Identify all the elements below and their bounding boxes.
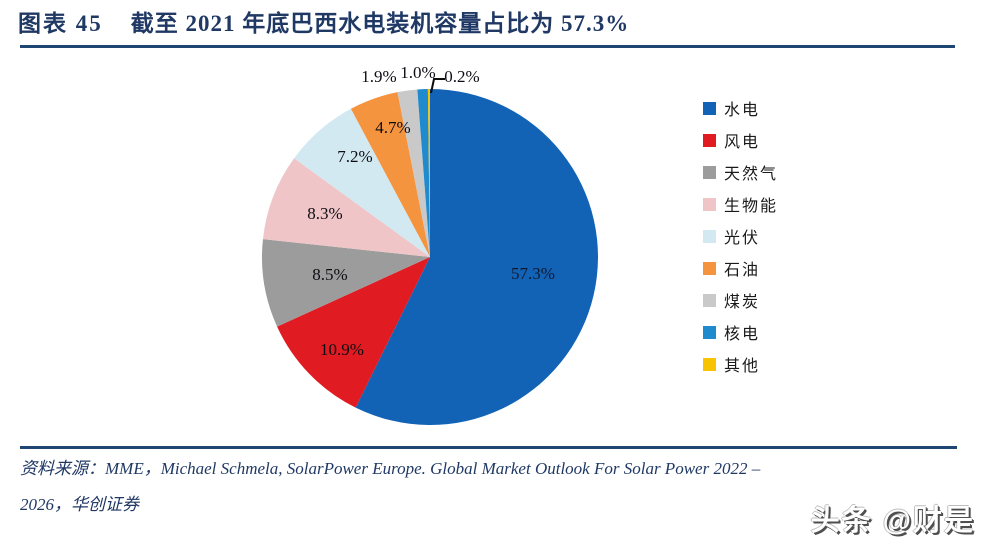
figure-label: 图表 45 (18, 11, 103, 36)
legend-swatch-icon (703, 325, 716, 339)
legend-label: 其他 (724, 358, 761, 375)
source-line-1: 资料来源：MME，Michael Schmela, SolarPower Eur… (20, 459, 761, 478)
legend-item-0: 水电 (703, 92, 778, 124)
legend-label: 煤炭 (724, 294, 761, 311)
legend-label: 生物能 (724, 198, 779, 215)
pie-label-0: 57.3% (511, 264, 555, 283)
pie-label-1: 10.9% (320, 340, 364, 359)
pie-label-2: 8.5% (312, 265, 347, 284)
legend-label: 光伏 (724, 230, 761, 247)
legend-swatch-icon (703, 197, 716, 211)
watermark: 头条 @财是 (810, 505, 975, 537)
pie-label-4: 7.2% (337, 147, 372, 166)
legend-label: 石油 (724, 262, 761, 279)
legend-swatch-icon (703, 229, 716, 243)
legend-item-8: 其他 (703, 348, 778, 380)
label-leader-line (430, 78, 445, 94)
legend-label: 核电 (724, 326, 761, 343)
pie-chart: 57.3% 10.9% 8.5% 8.3% 7.2%4.7% 1.9% 1.0% 0.2% (262, 63, 598, 425)
pie-slice-1 (277, 257, 430, 408)
legend-item-2: 天然气 (703, 156, 778, 188)
title-underline (20, 45, 955, 48)
pie-slice-8 (427, 88, 430, 257)
pie-slice-4 (294, 108, 430, 257)
legend-item-7: 核电 (703, 316, 778, 348)
figure-title: 截至 2021 年底巴西水电装机容量占比为 57.3% (130, 11, 630, 36)
legend-swatch-icon (703, 357, 716, 371)
legend-swatch-icon (703, 261, 716, 275)
legend-swatch-icon (703, 165, 716, 179)
legend-item-4: 光伏 (703, 220, 778, 252)
pie-slice-7 (417, 89, 430, 257)
source-note: 资料来源：MME，Michael Schmela, SolarPower Eur… (20, 454, 965, 526)
pie-slice-2 (262, 239, 430, 327)
source-line-2: 2026，华创证券 (20, 495, 139, 514)
legend-item-5: 石油 (703, 252, 778, 284)
pie-slice-0 (355, 89, 598, 425)
legend-swatch-icon (703, 133, 716, 147)
pie-label-8: 0.2% (444, 67, 479, 86)
pie-slice-6 (397, 89, 430, 257)
pie-label-5: 4.7% (375, 118, 410, 137)
legend-label: 风电 (724, 134, 761, 151)
legend-item-1: 风电 (703, 124, 778, 156)
legend-label: 水电 (724, 102, 761, 119)
pie-label-6: 1.9% (361, 67, 396, 86)
chart-legend: 水电风电天然气生物能光伏石油煤炭核电其他 (703, 92, 778, 380)
pie-label-3: 8.3% (307, 204, 342, 223)
legend-item-6: 煤炭 (703, 284, 778, 316)
legend-swatch-icon (703, 101, 716, 115)
pie-label-7: 1.0% (400, 63, 435, 82)
figure-header: 图表 45 截至 2021 年底巴西水电装机容量占比为 57.3% (18, 8, 968, 40)
legend-item-3: 生物能 (703, 188, 778, 220)
pie-slice-3 (262, 158, 430, 257)
legend-label: 天然气 (724, 166, 779, 183)
pie-slice-5 (350, 92, 430, 258)
footer-rule (20, 446, 957, 449)
legend-swatch-icon (703, 293, 716, 307)
